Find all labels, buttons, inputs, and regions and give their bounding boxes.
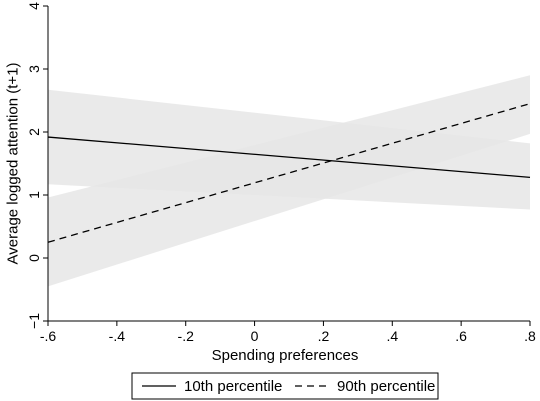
confidence-bands xyxy=(48,75,530,287)
x-tick-label: .2 xyxy=(318,328,330,344)
x-axis-title: Spending preferences xyxy=(212,347,359,364)
y-tick-label: 2 xyxy=(26,128,42,136)
y-tick-label: −1 xyxy=(26,313,42,329)
series-lines xyxy=(47,103,531,243)
x-tick-label: -.2 xyxy=(178,328,195,344)
series-line-1 xyxy=(47,136,531,179)
y-axis-ticks: −1 0 1 2 3 4 xyxy=(26,2,48,329)
x-tick-label: .6 xyxy=(455,328,467,344)
x-axis-ticks: -.6 -.4 -.2 0 .2 .4 .6 .8 xyxy=(40,321,536,344)
y-tick-label: 3 xyxy=(26,65,42,73)
y-tick-label: 1 xyxy=(26,191,42,199)
y-tick-label: 0 xyxy=(26,254,42,262)
x-tick-label: .8 xyxy=(524,328,536,344)
legend-label-2: 90th percentile xyxy=(337,378,435,395)
x-tick-label: -.6 xyxy=(40,328,57,344)
x-tick-label: -.4 xyxy=(109,328,126,344)
y-axis-title: Average logged attention (t+1) xyxy=(5,63,22,265)
y-tick-label: 4 xyxy=(26,2,42,10)
legend: 10th percentile 90th percentile xyxy=(131,372,439,400)
x-tick-label: 0 xyxy=(251,328,259,344)
legend-label-1: 10th percentile xyxy=(184,378,282,395)
ci-band-2 xyxy=(48,75,530,287)
x-tick-label: .4 xyxy=(386,328,398,344)
legend-box xyxy=(131,372,439,400)
